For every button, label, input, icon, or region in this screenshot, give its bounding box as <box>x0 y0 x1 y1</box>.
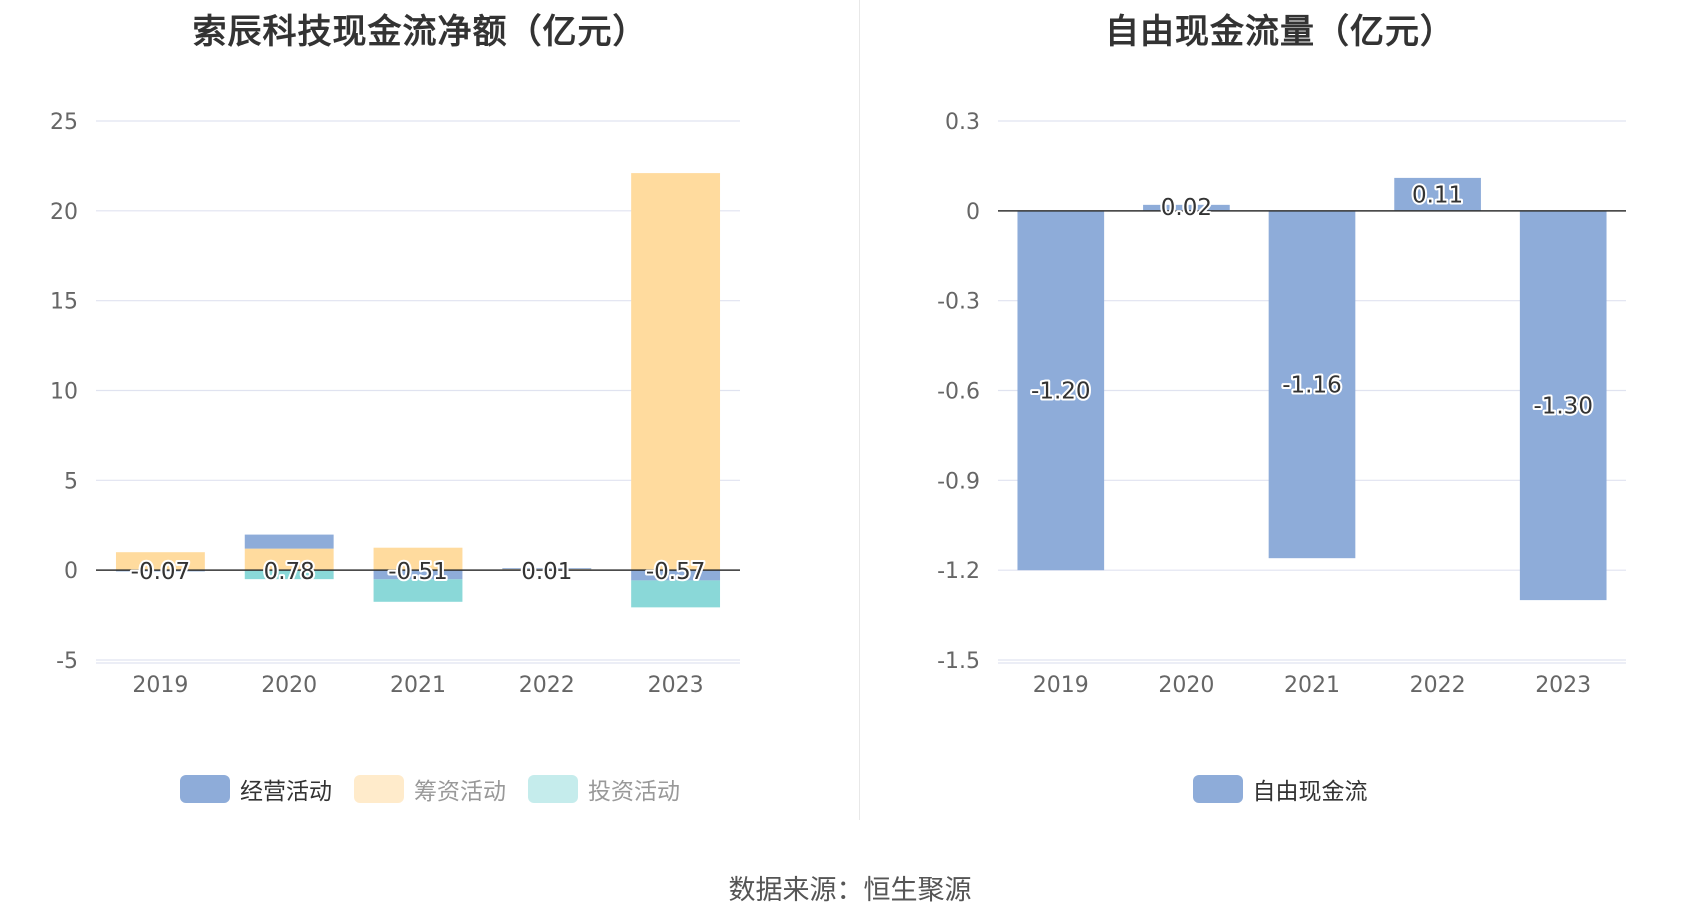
legend-swatch-investing <box>528 775 578 803</box>
data-label: -1.30 <box>1533 393 1593 419</box>
y-tick-label: 0 <box>64 559 78 584</box>
x-tick-label: 2019 <box>132 673 188 698</box>
legend-item-fcf[interactable]: 自由现金流 <box>1192 772 1368 806</box>
bar-operating <box>502 568 592 570</box>
bar-investing <box>373 579 463 602</box>
bar-fcf <box>1268 210 1356 559</box>
data-source-note: 数据来源：恒生聚源 <box>728 875 972 906</box>
panel-divider <box>859 0 860 820</box>
legend-swatch-financing <box>354 775 404 803</box>
legend-item-financing[interactable]: 筹资活动 <box>354 772 506 806</box>
data-label: 0.01 <box>521 559 572 585</box>
data-label: -1.20 <box>1031 379 1091 405</box>
x-tick-label: 2020 <box>261 673 317 698</box>
y-tick-label: -0.3 <box>937 290 980 315</box>
cashflow-chart-plot: 25 20 15 10 5 0 -5 2019 2020 2021 2022 2023 -0.07 0.7… <box>50 110 740 698</box>
y-tick-label: -0.9 <box>937 469 980 494</box>
x-tick-label: 2023 <box>1535 673 1591 698</box>
chart-title: 索辰科技现金流净额（亿元） <box>192 12 648 52</box>
y-tick-label: -1.5 <box>937 649 980 674</box>
y-tick-label: -5 <box>56 649 78 674</box>
bar-financing <box>115 552 205 571</box>
chart-legend: 自由现金流 <box>860 772 1700 806</box>
x-tick-label: 2020 <box>1158 673 1214 698</box>
data-label: 0.78 <box>264 559 315 585</box>
bar-financing <box>502 568 592 571</box>
data-label: -0.57 <box>646 559 706 585</box>
legend-swatch-fcf <box>1192 775 1243 803</box>
y-tick-label: 15 <box>50 290 78 315</box>
y-tick-label: 0 <box>966 200 980 225</box>
bar-financing <box>244 548 334 571</box>
legend-label-operating: 经营活动 <box>240 779 332 805</box>
legend-item-operating[interactable]: 经营活动 <box>180 772 332 806</box>
bar-fcf <box>1143 204 1230 211</box>
legend-label-financing: 筹资活动 <box>414 779 506 805</box>
x-tick-label: 2022 <box>1410 673 1466 698</box>
bar-financing <box>373 547 463 571</box>
fcf-chart-panel: 自由现金流量（亿元） 0.3 0 -0.3 -0.6 -0.9 -1.2 -1.5 2019 2… <box>860 0 1700 820</box>
legend-item-investing[interactable]: 投资活动 <box>528 772 680 806</box>
y-tick-label: 5 <box>64 469 78 494</box>
y-tick-label: 10 <box>50 380 78 405</box>
x-tick-label: 2023 <box>648 673 704 698</box>
legend-label-investing: 投资活动 <box>588 779 680 805</box>
bar-fcf <box>1519 210 1607 601</box>
x-tick-label: 2019 <box>1033 673 1089 698</box>
chart-title: 自由现金流量（亿元） <box>1105 12 1455 52</box>
bar-fcf <box>1394 177 1481 211</box>
bar-operating <box>631 570 721 581</box>
bar-operating <box>373 570 463 580</box>
x-tick-label: 2021 <box>1284 673 1340 698</box>
bar-operating <box>244 534 334 549</box>
y-tick-label: -0.6 <box>937 380 980 405</box>
bar-investing <box>244 570 334 580</box>
data-label: 0.02 <box>1161 195 1212 221</box>
y-tick-label: 25 <box>50 110 78 135</box>
y-tick-label: 0.3 <box>945 110 980 135</box>
data-label: -0.07 <box>131 559 191 585</box>
cashflow-chart-panel: 索辰科技现金流净额（亿元） 25 20 15 10 5 0 -5 2019 2020 2021 20… <box>0 0 860 820</box>
bar-financing <box>631 173 721 571</box>
y-tick-label: -1.2 <box>937 559 980 584</box>
legend-label-fcf: 自由现金流 <box>1252 779 1368 805</box>
bar-fcf <box>1017 210 1105 571</box>
legend-swatch-operating <box>180 775 230 803</box>
x-tick-label: 2021 <box>390 673 446 698</box>
fcf-chart-plot: 0.3 0 -0.3 -0.6 -0.9 -1.2 -1.5 2019 2020 2021 2022… <box>937 110 1626 698</box>
bar-investing <box>631 580 721 608</box>
chart-legend: 经营活动 筹资活动 投资活动 <box>0 772 860 806</box>
y-tick-label: 20 <box>50 200 78 225</box>
data-label: 0.11 <box>1412 182 1463 208</box>
x-tick-label: 2022 <box>519 673 575 698</box>
data-label: -1.16 <box>1282 373 1342 399</box>
data-label: -0.51 <box>388 559 448 585</box>
